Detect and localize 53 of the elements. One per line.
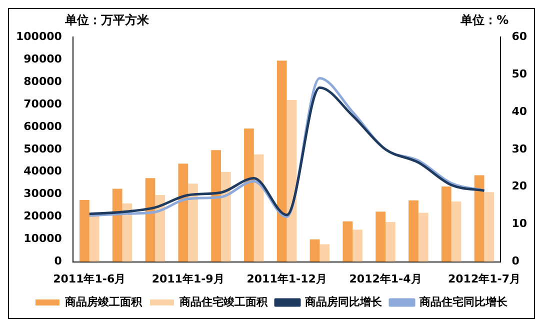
bar <box>451 202 462 262</box>
bar <box>342 221 353 262</box>
y2-tick-label: 0 <box>512 254 520 268</box>
y-tick-label: 60000 <box>24 120 62 133</box>
bar <box>286 100 297 262</box>
bar <box>188 184 198 262</box>
bar <box>276 60 287 262</box>
bar <box>211 150 221 262</box>
bar <box>474 175 484 262</box>
bar <box>220 172 231 262</box>
y2-tick-label: 50 <box>512 67 528 80</box>
x-tick-label: 2012年1-7月 <box>448 272 520 286</box>
y2-tick-label: 40 <box>512 104 528 118</box>
bar <box>244 128 254 262</box>
bar <box>178 164 188 262</box>
bar <box>386 222 396 262</box>
y-tick-label: 20000 <box>24 210 62 223</box>
bar <box>310 239 320 262</box>
legend-label: 商品房同比增长 <box>304 295 383 308</box>
y-tick-label: 40000 <box>24 164 62 178</box>
bar <box>418 212 428 262</box>
y-tick-label: 50000 <box>24 142 62 156</box>
legend-label: 商品住宅竣工面积 <box>178 295 268 308</box>
y-tick-label: 100000 <box>16 30 62 43</box>
x-tick-label: 2011年1-6月 <box>53 272 126 286</box>
y2-tick-label: 20 <box>512 180 528 193</box>
y-axis-title: 单位：万平方米 <box>64 13 150 28</box>
bar <box>145 178 156 262</box>
y-tick-label: 30000 <box>24 187 62 200</box>
bar <box>484 192 494 262</box>
legend-label: 商品住宅同比增长 <box>418 295 508 308</box>
y2-tick-label: 30 <box>512 142 528 156</box>
y2-axis-title: 单位：% <box>460 13 509 28</box>
bar <box>112 188 122 262</box>
bar <box>80 200 90 262</box>
bar <box>408 200 418 262</box>
bar <box>155 195 166 262</box>
bar <box>376 212 386 262</box>
bar <box>320 244 330 262</box>
x-tick-label: 2012年1-4月 <box>349 272 422 286</box>
x-tick-label: 2011年1-12月 <box>246 272 327 286</box>
y-tick-label: 90000 <box>24 52 62 66</box>
y2-tick-label: 60 <box>512 30 528 43</box>
x-tick-label: 2011年1-9月 <box>152 272 224 286</box>
bar <box>441 186 452 262</box>
y-tick-label: 70000 <box>24 97 62 110</box>
y-tick-label: 0 <box>54 254 62 268</box>
legend-label: 商品房竣工面积 <box>64 295 143 308</box>
bar <box>254 154 264 262</box>
y-tick-label: 80000 <box>24 74 62 88</box>
bar <box>352 230 362 262</box>
y2-tick-label: 10 <box>512 217 528 230</box>
y-tick-label: 10000 <box>24 232 62 246</box>
